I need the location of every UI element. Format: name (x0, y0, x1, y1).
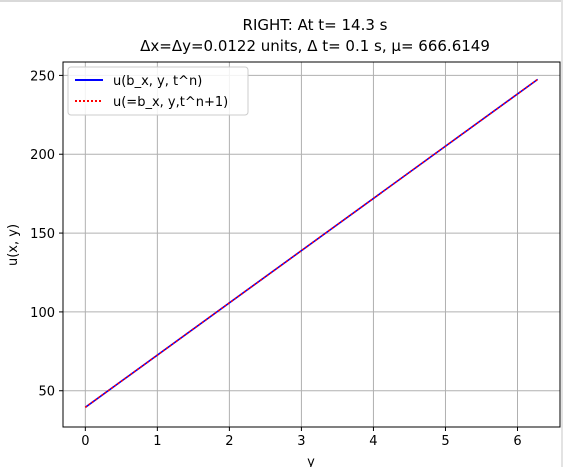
series-lines (85, 79, 537, 407)
chart-title-line-1: RIGHT: At t= 14.3 s (243, 16, 388, 34)
ticks: 0 1 2 3 4 5 6 50 100 150 200 250 (30, 69, 521, 449)
y-tick-label: 50 (38, 385, 55, 400)
x-tick-label: 5 (441, 434, 449, 449)
y-tick-label: 100 (30, 306, 55, 321)
y-axis-label: u(x, y) (6, 224, 21, 266)
y-tick-label: 250 (30, 69, 55, 84)
legend-label-series-1: u(b_x, y, t^n) (113, 74, 202, 89)
x-axis-label: y (307, 455, 315, 467)
legend: u(b_x, y, t^n) u(=b_x, y,t^n+1) (68, 67, 248, 115)
window-top-border (0, 0, 563, 2)
y-tick-label: 200 (30, 148, 55, 163)
x-tick-label: 0 (81, 434, 89, 449)
x-tick-label: 1 (153, 434, 161, 449)
chart-title-line-2: Δx=Δy=0.0122 units, Δ t= 0.1 s, μ= 666.6… (140, 37, 490, 55)
y-tick-label: 150 (30, 227, 55, 242)
x-tick-label: 2 (225, 434, 233, 449)
x-tick-label: 6 (513, 434, 521, 449)
legend-label-series-2: u(=b_x, y,t^n+1) (113, 95, 228, 110)
x-tick-label: 3 (297, 434, 305, 449)
x-tick-label: 4 (369, 434, 377, 449)
series-line-1 (85, 79, 537, 407)
